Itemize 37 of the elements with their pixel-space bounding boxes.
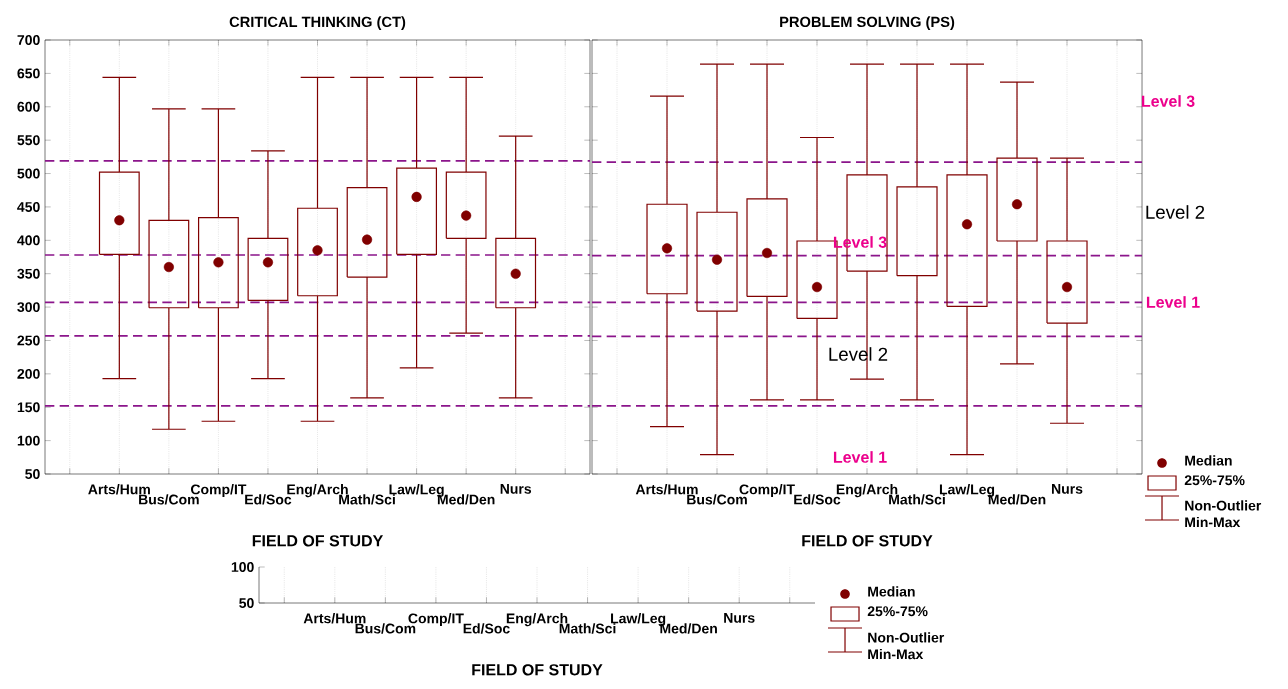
text: Median (1185, 455, 1232, 466)
y-tick-label: 700 (17, 35, 40, 45)
text: Non-Outlier Min-Max (868, 632, 945, 660)
text: Non-Outlier Min-Max (1185, 500, 1262, 528)
y-tick-label: 250 (17, 335, 40, 346)
y-tick-label: 600 (17, 101, 40, 112)
x-tick-label: Nurs (1052, 484, 1083, 494)
x-axis-title: FIELD OF STUDY (472, 664, 603, 676)
x-axis-title: FIELD OF STUDY (252, 535, 384, 547)
y-tick-label: 650 (17, 68, 40, 79)
annotation: Level 3 (1141, 95, 1195, 107)
y-tick-label: 50 (25, 469, 40, 479)
y-tick-label: 50 (239, 598, 254, 608)
chart-title: PROBLEM SOLVING (PS) (780, 16, 955, 30)
x-tick-label: Arts/Hum (303, 613, 366, 624)
y-tick-label: 150 (17, 402, 40, 413)
x-axis-title: FIELD OF STUDY (802, 535, 933, 547)
y-tick-label: 200 (17, 368, 40, 379)
x-tick-label: Arts/Hum (635, 484, 698, 495)
text: Median (868, 586, 915, 597)
x-tick-label: Nurs (724, 613, 755, 623)
chart-title: CRITICAL THINKING (CT) (229, 16, 406, 30)
text: Level 2 (1146, 205, 1205, 219)
y-tick-label: 500 (17, 168, 40, 179)
y-tick-label: 550 (17, 135, 40, 146)
y-tick-label: 300 (17, 302, 40, 313)
y-tick-label: 450 (17, 201, 40, 212)
y-tick-label: 400 (17, 235, 40, 246)
y-tick-label: 350 (17, 268, 40, 279)
y-tick-label: 100 (17, 435, 40, 446)
x-tick-label: Nurs (500, 484, 532, 494)
text: Level 1 (1146, 296, 1200, 308)
y-tick-label: 100 (231, 562, 254, 572)
x-tick-label: Arts/Hum (88, 484, 150, 495)
annotation: Level 1 (833, 451, 887, 463)
text: 25%-75% (1184, 475, 1245, 486)
text: 25%-75% (867, 606, 928, 617)
